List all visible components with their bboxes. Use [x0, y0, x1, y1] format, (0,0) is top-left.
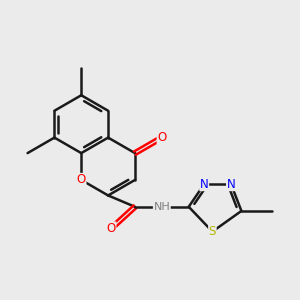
- Text: O: O: [106, 222, 116, 235]
- Text: O: O: [157, 131, 167, 144]
- Text: O: O: [76, 173, 86, 186]
- Text: N: N: [200, 178, 208, 190]
- Text: NH: NH: [153, 202, 170, 212]
- Text: N: N: [226, 178, 236, 190]
- Text: S: S: [209, 225, 216, 238]
